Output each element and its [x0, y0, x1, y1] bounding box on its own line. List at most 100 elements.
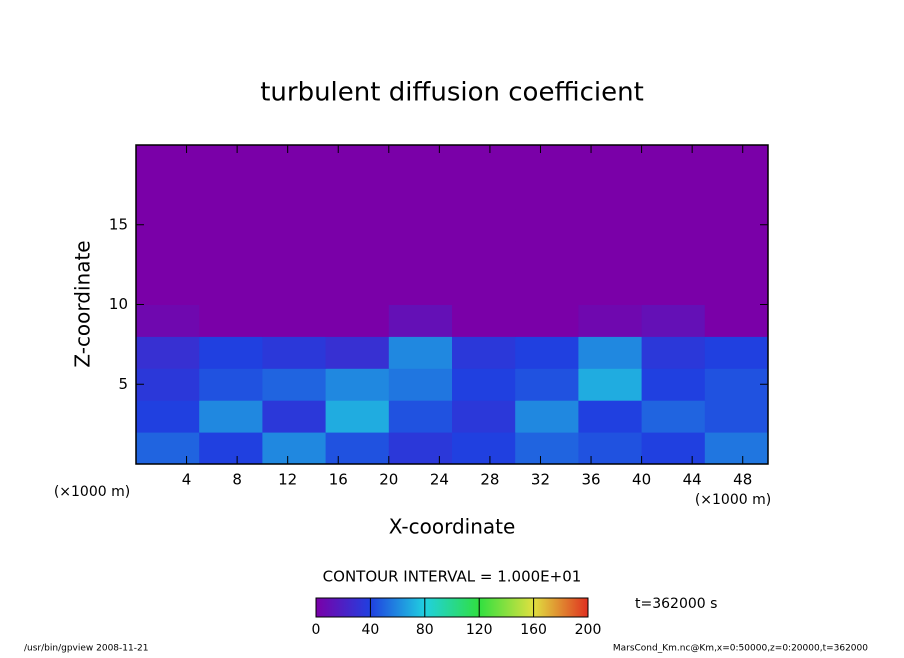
heatmap-cell: [388, 240, 453, 274]
heatmap-cell: [199, 368, 263, 401]
heatmap-cell: [515, 208, 579, 242]
heatmap-cell: [262, 208, 327, 242]
x-tick-label: 40: [632, 471, 651, 489]
heatmap-cell: [136, 304, 200, 337]
heatmap-cell: [641, 145, 706, 178]
colorbar-tick-label: 160: [520, 622, 547, 638]
x-unit-label: (×1000 m): [54, 484, 130, 500]
y-axis-label: Z-coordinate: [71, 240, 95, 367]
heatmap-cell: [641, 400, 706, 433]
heatmap-cell: [515, 304, 579, 337]
heatmap-cell: [388, 176, 453, 210]
footer-left: /usr/bin/gpview 2008-11-21: [24, 644, 148, 654]
x-tick-label: 36: [581, 471, 600, 489]
x-tick-label: 20: [379, 471, 398, 489]
heatmap-cell: [515, 176, 579, 210]
heatmap-cell: [262, 400, 327, 433]
heatmap-cell: [136, 400, 200, 433]
colorbar-tick-label: 80: [416, 622, 434, 638]
heatmap-cell: [388, 400, 453, 433]
heatmap-cell: [136, 368, 200, 401]
heatmap-cell: [388, 208, 453, 242]
heatmap-cell: [641, 336, 706, 369]
heatmap-cell: [136, 176, 200, 210]
heatmap-cell: [325, 368, 390, 401]
heatmap-cell: [578, 208, 643, 242]
chart-title: turbulent diffusion coefficient: [260, 78, 644, 108]
x-axis-label: X-coordinate: [389, 515, 516, 539]
x-tick-label: 24: [430, 471, 449, 489]
heatmap-cell: [199, 336, 263, 369]
heatmap-cell: [199, 208, 263, 242]
heatmap-cell: [325, 208, 390, 242]
heatmap-cell: [452, 368, 516, 401]
heatmap-cell: [325, 145, 390, 178]
heatmap-cell: [452, 432, 516, 465]
heatmap-cell: [388, 272, 453, 305]
heatmap-cell: [578, 400, 643, 433]
heatmap-cell: [578, 145, 643, 178]
heatmap-cell: [704, 368, 769, 401]
heatmap-cell: [578, 240, 643, 274]
heatmap-cell: [452, 304, 516, 337]
footer-right: MarsCond_Km.nc@Km,x=0:50000,z=0:20000,t=…: [613, 644, 868, 654]
heatmap-cell: [641, 272, 706, 305]
time-label: t=362000 s: [635, 596, 717, 612]
heatmap-cell: [641, 208, 706, 242]
heatmap-cell: [641, 240, 706, 274]
heatmap-cell: [704, 176, 769, 210]
heatmap-cell: [388, 432, 453, 465]
heatmap-cell: [262, 176, 327, 210]
x-tick-label: 12: [278, 471, 297, 489]
colorbar: [315, 597, 589, 618]
x-tick-label: 28: [480, 471, 499, 489]
heatmap-cell: [704, 304, 769, 337]
heatmap-cell: [704, 272, 769, 305]
heatmap-cell: [325, 240, 390, 274]
heatmap-cell: [641, 432, 706, 465]
heatmap-cell: [452, 208, 516, 242]
x-tick-label: 44: [683, 471, 702, 489]
heatmap-cell: [578, 272, 643, 305]
heatmap-cell: [262, 368, 327, 401]
y-tick-label: 15: [109, 215, 128, 233]
heatmap-cell: [515, 400, 579, 433]
heatmap-cell: [136, 208, 200, 242]
heatmap-cell: [388, 145, 453, 178]
heatmap-cell: [262, 272, 327, 305]
heatmap-cell: [262, 240, 327, 274]
heatmap-cell: [199, 145, 263, 178]
heatmap-cell: [136, 240, 200, 274]
x-tick-label: 8: [232, 471, 242, 489]
heatmap-cell: [641, 304, 706, 337]
heatmap-cell: [325, 304, 390, 337]
heatmap-cell: [452, 336, 516, 369]
heatmap-cell: [452, 145, 516, 178]
y-tick-label: 10: [109, 295, 128, 313]
heatmap-cell: [199, 272, 263, 305]
heatmap-cell: [578, 304, 643, 337]
heatmap-cell: [199, 304, 263, 337]
heatmap-cell: [136, 432, 200, 465]
heatmap-cell: [325, 176, 390, 210]
x-unit-label: (×1000 m): [695, 492, 771, 508]
colorbar-tick-label: 120: [466, 622, 493, 638]
heatmap-cell: [199, 240, 263, 274]
colorbar-tick-label: 0: [312, 622, 321, 638]
heatmap-cell: [388, 336, 453, 369]
heatmap-cell: [704, 208, 769, 242]
heatmap-cell: [452, 400, 516, 433]
heatmap-cell: [262, 145, 327, 178]
heatmap-cell: [578, 368, 643, 401]
heatmap-cell: [704, 145, 769, 178]
heatmap-cell: [515, 145, 579, 178]
heatmap-cell: [452, 272, 516, 305]
x-tick-label: 4: [182, 471, 192, 489]
colorbar-tick-label: 40: [361, 622, 379, 638]
heatmap-cell: [641, 176, 706, 210]
heatmap-cell: [325, 272, 390, 305]
heatmap-cell: [262, 304, 327, 337]
heatmap-cell: [578, 432, 643, 465]
heatmap-cell: [199, 176, 263, 210]
heatmap-cell: [452, 176, 516, 210]
